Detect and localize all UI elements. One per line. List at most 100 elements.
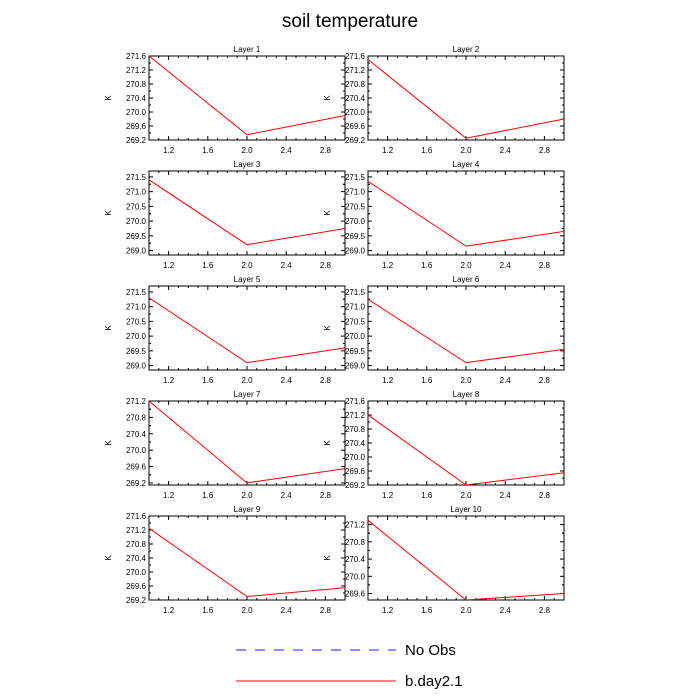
- x-tick-label: 1.2: [382, 261, 394, 270]
- y-tick-label: 269.2: [345, 481, 366, 490]
- y-tick-label: 271.5: [126, 173, 147, 182]
- y-tick-label: 271.2: [126, 526, 147, 535]
- y-tick-label: 270.0: [126, 217, 147, 226]
- y-tick-label: 270.0: [345, 217, 366, 226]
- panel-layer-7: Layer 7 K 1.2 1.6 2.0 2.4 2.8 269.2 269.6 270.0 27…: [104, 390, 346, 500]
- x-tick-label: 2.8: [320, 261, 332, 270]
- y-tick-label: 271.2: [345, 521, 366, 530]
- x-tick-label: 2.8: [320, 146, 332, 155]
- y-tick-label: 270.4: [126, 94, 147, 103]
- x-tick-label: 1.2: [382, 146, 394, 155]
- series-line-b.day2.1: [368, 298, 564, 364]
- y-tick-label: 269.5: [345, 347, 366, 356]
- panel-layer-1: Layer 1 K 1.2 1.6 2.0 2.4 2.8 269.2 269.6 270.0 27…: [104, 45, 346, 155]
- x-tick-label: 2.0: [241, 606, 253, 615]
- x-tick-label: 2.4: [500, 146, 512, 155]
- y-tick-label: 270.0: [126, 446, 147, 455]
- panel-layer-10: Layer 10 K 1.2 1.6 2.0 2.4 2.8 269.6 270.0 270.4 2…: [323, 505, 565, 615]
- y-tick-label: 271.6: [126, 52, 147, 61]
- x-tick-label: 1.6: [202, 146, 214, 155]
- x-tick-label: 2.4: [281, 261, 293, 270]
- y-tick-label: 270.5: [126, 202, 147, 211]
- y-tick-label: 270.0: [126, 108, 147, 117]
- y-tick-label: 270.5: [345, 317, 366, 326]
- plot-frame: [148, 170, 346, 256]
- x-tick-label: 2.0: [241, 261, 253, 270]
- y-tick-label: 269.0: [126, 362, 147, 371]
- plot-frame: [148, 515, 346, 601]
- x-tick-label: 2.0: [460, 376, 472, 385]
- panel-title: Layer 6: [453, 275, 480, 284]
- x-tick-label: 2.4: [281, 146, 293, 155]
- y-tick-label: 270.4: [345, 555, 366, 564]
- y-tick-label: 270.4: [345, 439, 366, 448]
- y-tick-label: 269.0: [345, 247, 366, 256]
- series-line-b.day2.1: [149, 401, 345, 484]
- y-axis-label: K: [104, 440, 113, 446]
- y-axis-label: K: [323, 325, 332, 331]
- y-tick-label: 270.0: [345, 332, 366, 341]
- y-tick-label: 271.0: [345, 303, 366, 312]
- x-tick-label: 2.0: [241, 146, 253, 155]
- y-tick-label: 270.8: [126, 413, 147, 422]
- x-tick-label: 1.6: [202, 261, 214, 270]
- x-tick-label: 1.6: [421, 606, 433, 615]
- y-axis-label: K: [104, 325, 113, 331]
- panel-title: Layer 5: [234, 275, 261, 284]
- y-tick-label: 270.4: [126, 430, 147, 439]
- panel-layer-5: Layer 5 K 1.2 1.6 2.0 2.4 2.8 269.0 269.5 270.0 27…: [104, 275, 346, 385]
- x-tick-label: 1.2: [163, 376, 175, 385]
- y-tick-label: 269.5: [126, 347, 147, 356]
- series-line-b.day2.1: [368, 180, 564, 247]
- x-tick-label: 1.2: [163, 606, 175, 615]
- x-tick-label: 1.6: [421, 376, 433, 385]
- x-tick-label: 2.4: [500, 606, 512, 615]
- panel-title: Layer 9: [234, 505, 261, 514]
- panel-layer-4: Layer 4 K 1.2 1.6 2.0 2.4 2.8 269.0 269.5 270.0 27…: [323, 160, 565, 270]
- y-tick-label: 271.2: [345, 411, 366, 420]
- y-tick-label: 270.4: [345, 94, 366, 103]
- y-tick-label: 271.6: [345, 397, 366, 406]
- legend-label-1: No Obs: [405, 642, 456, 659]
- panel-title: Layer 4: [453, 160, 480, 169]
- series-line-b.day2.1: [149, 527, 345, 598]
- y-tick-label: 270.8: [345, 80, 366, 89]
- y-tick-label: 270.8: [345, 538, 366, 547]
- x-tick-label: 1.6: [421, 261, 433, 270]
- series-line-b.day2.1: [368, 414, 564, 485]
- x-tick-label: 2.0: [241, 376, 253, 385]
- x-tick-label: 2.8: [539, 146, 551, 155]
- panel-layer-3: Layer 3 K 1.2 1.6 2.0 2.4 2.8 269.0 269.5 270.0 27…: [104, 160, 346, 270]
- y-axis-label: K: [323, 95, 332, 101]
- y-axis-label: K: [104, 95, 113, 101]
- y-tick-label: 270.0: [126, 568, 147, 577]
- panel-title: Layer 7: [234, 390, 261, 399]
- y-tick-label: 269.2: [126, 596, 147, 605]
- y-tick-label: 271.2: [126, 397, 147, 406]
- x-tick-label: 2.8: [320, 606, 332, 615]
- x-tick-label: 2.0: [241, 491, 253, 500]
- y-tick-label: 269.6: [126, 463, 147, 472]
- series-line-b.day2.1: [368, 59, 564, 139]
- plot-frame: [148, 55, 346, 141]
- x-tick-label: 1.6: [421, 146, 433, 155]
- x-tick-label: 2.8: [320, 491, 332, 500]
- y-tick-label: 269.2: [126, 479, 147, 488]
- y-tick-label: 269.6: [345, 590, 366, 599]
- x-tick-label: 2.0: [460, 146, 472, 155]
- plot-frame: [367, 515, 565, 601]
- x-tick-label: 1.2: [163, 491, 175, 500]
- y-tick-label: 270.8: [345, 425, 366, 434]
- y-tick-label: 270.8: [126, 80, 147, 89]
- x-tick-label: 1.2: [382, 491, 394, 500]
- x-tick-label: 2.8: [539, 376, 551, 385]
- y-axis-label: K: [104, 555, 113, 561]
- y-tick-label: 269.6: [345, 467, 366, 476]
- y-tick-label: 270.0: [345, 453, 366, 462]
- y-tick-label: 270.5: [345, 202, 366, 211]
- x-tick-label: 1.2: [163, 146, 175, 155]
- y-tick-label: 271.0: [126, 303, 147, 312]
- x-tick-label: 2.8: [320, 376, 332, 385]
- x-tick-label: 1.2: [382, 606, 394, 615]
